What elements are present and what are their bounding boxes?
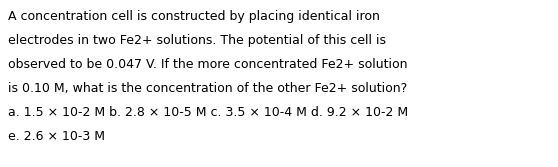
Text: is 0.10 M, what is the concentration of the other Fe2+ solution?: is 0.10 M, what is the concentration of … [8,82,407,95]
Text: e. 2.6 × 10-3 M: e. 2.6 × 10-3 M [8,130,105,143]
Text: a. 1.5 × 10-2 M b. 2.8 × 10-5 M c. 3.5 × 10-4 M d. 9.2 × 10-2 M: a. 1.5 × 10-2 M b. 2.8 × 10-5 M c. 3.5 ×… [8,106,408,119]
Text: A concentration cell is constructed by placing identical iron: A concentration cell is constructed by p… [8,10,380,23]
Text: observed to be 0.047 V. If the more concentrated Fe2+ solution: observed to be 0.047 V. If the more conc… [8,58,407,71]
Text: electrodes in two Fe2+ solutions. The potential of this cell is: electrodes in two Fe2+ solutions. The po… [8,34,386,47]
